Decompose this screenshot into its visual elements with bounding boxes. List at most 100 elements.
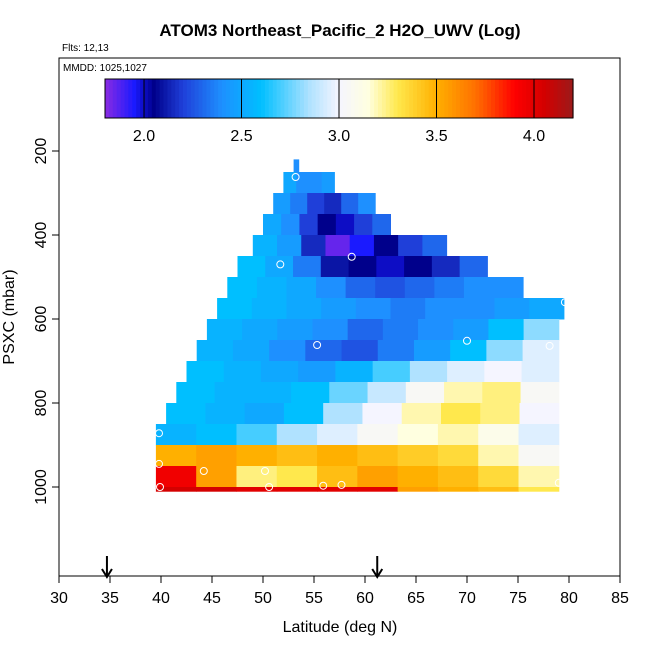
heatmap-cell bbox=[290, 193, 308, 215]
heatmap-cell bbox=[437, 424, 479, 446]
colorbar-segment bbox=[225, 79, 231, 118]
heatmap-cell bbox=[155, 487, 197, 492]
heatmap-cell bbox=[317, 466, 358, 488]
heatmap-cell bbox=[276, 466, 318, 488]
heatmap-cell bbox=[373, 235, 399, 257]
heatmap-cell bbox=[283, 403, 324, 425]
heatmap-cell bbox=[357, 487, 399, 492]
colorbar-segment bbox=[280, 79, 285, 118]
heatmap-cell bbox=[382, 319, 419, 341]
heatmap-cell bbox=[434, 277, 465, 299]
heatmap-cell bbox=[323, 403, 363, 425]
heatmap-cell bbox=[341, 340, 379, 362]
heatmap-cell bbox=[367, 382, 407, 404]
heatmap-cell bbox=[312, 319, 349, 341]
colorbar-segment bbox=[413, 79, 418, 118]
colorbar-segment bbox=[456, 79, 461, 118]
heatmap-cell bbox=[252, 235, 278, 257]
heatmap-cell bbox=[276, 424, 318, 446]
colorbar-segment bbox=[436, 79, 441, 118]
x-tick-label: 65 bbox=[407, 590, 425, 607]
heatmap-cell bbox=[375, 277, 406, 299]
sample-point bbox=[156, 483, 164, 491]
colorbar-segment bbox=[561, 79, 566, 118]
colorbar-segment bbox=[557, 79, 562, 118]
colorbar-segment bbox=[424, 79, 430, 118]
x-axis: 30 35 40 45 50 55 60 65 70 75 80 85 bbox=[50, 576, 629, 607]
x-tick-label: 40 bbox=[152, 590, 170, 607]
heatmap-cell bbox=[196, 445, 237, 467]
arrow-head bbox=[101, 568, 113, 579]
heatmap-cell bbox=[518, 445, 560, 467]
arrow-head bbox=[371, 568, 384, 579]
heatmap-cell bbox=[335, 361, 374, 383]
sample-point bbox=[155, 429, 163, 438]
colorbar-segment bbox=[518, 79, 523, 118]
heatmap-cell bbox=[377, 340, 415, 362]
colorbar-segment bbox=[366, 79, 371, 118]
sample-point bbox=[554, 478, 563, 487]
colorbar-segment bbox=[257, 79, 262, 118]
heatmap-cell bbox=[196, 487, 237, 492]
heatmap-cell bbox=[520, 382, 560, 404]
heatmap-cell bbox=[493, 277, 524, 299]
heatmap-cell bbox=[437, 445, 479, 467]
colorbar-segment bbox=[159, 79, 165, 118]
colorbar-segment bbox=[268, 79, 274, 118]
colorbar-segment bbox=[432, 79, 438, 118]
x-tick-label: 85 bbox=[611, 590, 629, 607]
heatmap-cell bbox=[236, 466, 278, 488]
colorbar-segment bbox=[245, 79, 250, 118]
x-tick-label: 80 bbox=[560, 590, 578, 607]
colorbar-segment bbox=[354, 79, 360, 118]
colorbar-segment bbox=[296, 79, 301, 118]
heatmap-cell bbox=[265, 256, 294, 278]
heatmap-cell bbox=[269, 340, 306, 362]
heatmap-cell bbox=[444, 382, 483, 404]
heatmap-cell bbox=[196, 340, 234, 362]
heatmap-cell bbox=[390, 298, 426, 320]
heatmap-cell bbox=[478, 445, 520, 467]
heatmap-cell bbox=[186, 361, 225, 383]
colorbar-segment bbox=[272, 79, 278, 118]
heatmap-cell bbox=[277, 319, 313, 341]
colorbar-segment bbox=[249, 79, 254, 118]
colorbar-segment bbox=[534, 79, 539, 118]
heatmap-cell bbox=[227, 277, 258, 299]
heatmap-cell bbox=[494, 298, 530, 320]
heatmap-cell bbox=[372, 214, 391, 236]
sample-point bbox=[337, 480, 346, 489]
heatmap-cell bbox=[325, 235, 351, 257]
heatmap-cell bbox=[316, 277, 347, 299]
sample-point bbox=[347, 252, 356, 261]
colorbar-segment bbox=[194, 79, 200, 118]
y-tick-label: 800 bbox=[33, 390, 50, 417]
colorbar-segment bbox=[233, 79, 239, 118]
colorbar-segment bbox=[339, 79, 344, 118]
dates-label: MMDD: 1025,1027 bbox=[63, 63, 147, 74]
colorbar-segment bbox=[186, 79, 192, 118]
x-tick-label: 30 bbox=[50, 590, 68, 607]
colorbar-segment bbox=[553, 79, 558, 118]
heatmap-cell bbox=[236, 487, 278, 492]
heatmap-cell bbox=[354, 214, 373, 236]
heatmap-cell bbox=[347, 319, 384, 341]
heatmap-cell bbox=[286, 277, 317, 299]
colorbar-segment bbox=[276, 79, 282, 118]
heatmap-cell bbox=[196, 466, 237, 488]
heatmap-cell bbox=[277, 235, 302, 257]
heatmap-cell bbox=[301, 235, 326, 257]
heatmap-cell bbox=[166, 403, 206, 425]
heatmap-cell bbox=[357, 466, 399, 488]
colorbar-segment bbox=[264, 79, 270, 118]
colorbar-segment bbox=[342, 79, 348, 118]
heatmap-cell bbox=[522, 340, 560, 362]
heatmap-cell bbox=[308, 172, 323, 194]
colorbar-segment bbox=[311, 79, 317, 118]
heatmap-cell bbox=[413, 340, 451, 362]
heatmap-cell bbox=[341, 193, 359, 215]
colorbar-segment bbox=[491, 79, 496, 118]
heatmap-cell bbox=[324, 193, 342, 215]
colorbar-tick-label: 2.5 bbox=[230, 128, 252, 145]
colorbar-segment bbox=[510, 79, 516, 118]
